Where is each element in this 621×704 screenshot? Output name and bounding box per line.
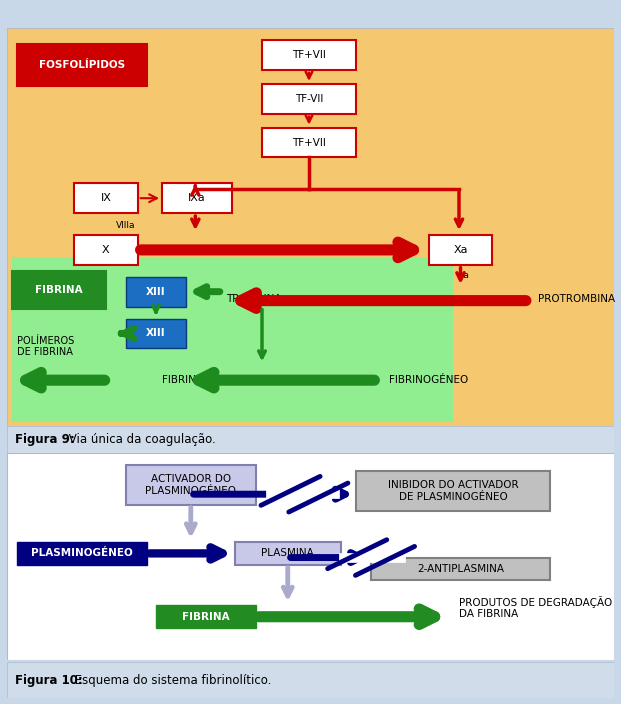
FancyBboxPatch shape: [7, 662, 614, 698]
FancyBboxPatch shape: [428, 235, 492, 265]
Text: PRODUTOS DE DEGRADAÇÃO
DA FIBRINA: PRODUTOS DE DEGRADAÇÃO DA FIBRINA: [459, 596, 612, 619]
Text: FIBRINA: FIBRINA: [162, 375, 203, 385]
Text: Figura 10:: Figura 10:: [15, 674, 83, 686]
Text: Via única da coagulação.: Via única da coagulação.: [65, 433, 215, 446]
Text: PROTROMBINA: PROTROMBINA: [538, 294, 615, 303]
FancyBboxPatch shape: [7, 453, 614, 660]
Text: XIII: XIII: [146, 329, 166, 339]
FancyBboxPatch shape: [262, 84, 356, 113]
Text: IXa: IXa: [188, 193, 206, 203]
FancyBboxPatch shape: [125, 277, 186, 307]
FancyBboxPatch shape: [162, 183, 232, 213]
FancyBboxPatch shape: [12, 257, 453, 422]
Text: ACTIVADOR DO
PLASMINOGÉNEO: ACTIVADOR DO PLASMINOGÉNEO: [145, 474, 237, 496]
Text: TF+VII: TF+VII: [292, 50, 326, 60]
Text: Va: Va: [459, 271, 470, 279]
FancyBboxPatch shape: [12, 271, 106, 308]
FancyBboxPatch shape: [125, 318, 186, 348]
Text: PLASMINA: PLASMINA: [261, 548, 314, 558]
FancyBboxPatch shape: [17, 44, 147, 86]
FancyBboxPatch shape: [262, 127, 356, 158]
Text: X: X: [102, 245, 110, 255]
Text: VIIIa: VIIIa: [116, 221, 135, 230]
FancyBboxPatch shape: [74, 235, 138, 265]
Text: Xa: Xa: [453, 245, 468, 255]
Text: FIBRINA: FIBRINA: [182, 612, 230, 622]
Text: FIBRINA: FIBRINA: [35, 284, 83, 295]
Text: 2-ANTIPLASMINA: 2-ANTIPLASMINA: [417, 564, 504, 574]
FancyBboxPatch shape: [17, 542, 147, 565]
Text: PLASMINOGÉNEO: PLASMINOGÉNEO: [31, 548, 132, 558]
Text: FIBRINOGÉNEO: FIBRINOGÉNEO: [389, 375, 468, 385]
Text: FOSFOLÍPIDOS: FOSFOLÍPIDOS: [39, 60, 125, 70]
Text: XIII: XIII: [146, 287, 166, 296]
Text: Figura 9:: Figura 9:: [15, 433, 75, 446]
FancyBboxPatch shape: [156, 605, 256, 628]
FancyBboxPatch shape: [7, 28, 614, 426]
FancyBboxPatch shape: [125, 465, 256, 505]
FancyBboxPatch shape: [74, 183, 138, 213]
Text: TF-VII: TF-VII: [295, 94, 323, 103]
Text: POLÍMEROS
DE FIBRINA: POLÍMEROS DE FIBRINA: [17, 336, 74, 357]
FancyBboxPatch shape: [7, 426, 614, 453]
FancyBboxPatch shape: [356, 472, 550, 511]
Text: Esquema do sistema fibrinolítico.: Esquema do sistema fibrinolítico.: [71, 674, 271, 686]
Text: TROMBINA: TROMBINA: [225, 294, 281, 303]
FancyBboxPatch shape: [262, 40, 356, 70]
Text: IX: IX: [101, 193, 111, 203]
FancyBboxPatch shape: [371, 558, 550, 580]
FancyBboxPatch shape: [235, 542, 341, 565]
Text: TF+VII: TF+VII: [292, 137, 326, 148]
Text: INIBIDOR DO ACTIVADOR
DE PLASMINOGÉNEO: INIBIDOR DO ACTIVADOR DE PLASMINOGÉNEO: [388, 480, 519, 502]
